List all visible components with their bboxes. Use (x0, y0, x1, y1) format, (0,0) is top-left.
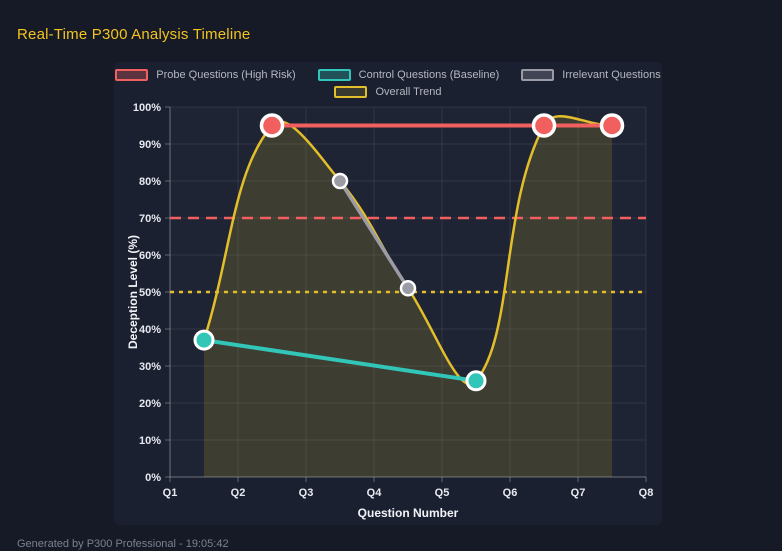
legend-item-probe-questions-high-risk[interactable]: Probe Questions (High Risk) (115, 69, 296, 81)
legend-swatch-icon (317, 69, 351, 81)
legend-swatch-icon (115, 69, 149, 81)
legend-label: Irrelevant Questions (562, 69, 661, 81)
x-tick-label: Q7 (571, 487, 586, 499)
data-point-control-questions-baseline[interactable] (193, 329, 215, 351)
y-tick-label: 80% (139, 176, 161, 188)
chart-panel: 0% 10% 20% 30% 40% 50% 60% 70% 80% 90% 100% Q1 Q2 Q3 Q… (114, 62, 662, 525)
y-tick-label: 40% (139, 324, 161, 336)
legend-item-overall-trend[interactable]: Overall Trend (334, 86, 442, 98)
y-tick-label: 20% (139, 398, 161, 410)
legend-label: Control Questions (Baseline) (358, 69, 500, 81)
legend-swatch-icon (521, 69, 555, 81)
data-point-probe-questions-high-risk[interactable] (599, 113, 625, 138)
series-control-questions-baseline (193, 329, 487, 392)
trend-area-fill (204, 116, 612, 477)
legend-label: Probe Questions (High Risk) (156, 69, 296, 81)
legend-label: Overall Trend (375, 86, 442, 98)
y-tick-label: 0% (145, 472, 161, 484)
y-tick-label: 60% (139, 250, 161, 262)
data-point-control-questions-baseline[interactable] (465, 370, 487, 392)
y-tick-label: 70% (139, 213, 161, 225)
y-tick-label: 30% (139, 361, 161, 373)
legend-swatch-icon (334, 86, 368, 98)
data-point-probe-questions-high-risk[interactable] (259, 113, 285, 138)
data-point-irrelevant-questions[interactable] (399, 280, 417, 297)
series-probe-questions-high-risk (259, 113, 625, 138)
legend-item-irrelevant-questions[interactable]: Irrelevant Questions (521, 69, 661, 81)
x-tick-label: Q3 (299, 487, 314, 499)
x-tick-label: Q8 (639, 487, 654, 499)
y-tick-label: 10% (139, 435, 161, 447)
x-tick-label: Q4 (367, 487, 383, 499)
tick-labels: 0% 10% 20% 30% 40% 50% 60% 70% 80% 90% 100% Q1 Q2 Q3 Q… (133, 102, 653, 499)
data-point-probe-questions-high-risk[interactable] (531, 113, 557, 138)
footer-note: Generated by P300 Professional - 19:05:4… (17, 538, 229, 550)
y-tick-label: 90% (139, 139, 161, 151)
chart-legend: Probe Questions (High Risk) Control Quest… (114, 69, 662, 98)
x-axis-title: Question Number (358, 506, 459, 520)
legend-item-control-questions-baseline[interactable]: Control Questions (Baseline) (317, 69, 500, 81)
x-tick-label: Q5 (435, 487, 450, 499)
timeline-chart: 0% 10% 20% 30% 40% 50% 60% 70% 80% 90% 100% Q1 Q2 Q3 Q… (126, 102, 653, 520)
x-tick-label: Q1 (163, 487, 178, 499)
y-axis-title: Deception Level (%) (126, 235, 140, 349)
x-tick-label: Q2 (231, 487, 246, 499)
series-irrelevant-questions (331, 172, 417, 297)
y-tick-label: 100% (133, 102, 161, 114)
data-point-irrelevant-questions[interactable] (331, 172, 349, 190)
x-tick-label: Q6 (503, 487, 518, 499)
page-title: Real-Time P300 Analysis Timeline (17, 26, 251, 43)
y-tick-label: 50% (139, 287, 161, 299)
